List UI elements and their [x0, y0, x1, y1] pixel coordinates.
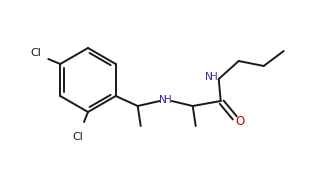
- Text: Cl: Cl: [31, 48, 42, 58]
- Text: H: H: [164, 95, 172, 105]
- Text: Cl: Cl: [72, 132, 83, 142]
- Text: H: H: [210, 72, 217, 82]
- Text: N: N: [205, 72, 213, 82]
- Text: N: N: [159, 95, 167, 105]
- Text: O: O: [235, 114, 244, 127]
